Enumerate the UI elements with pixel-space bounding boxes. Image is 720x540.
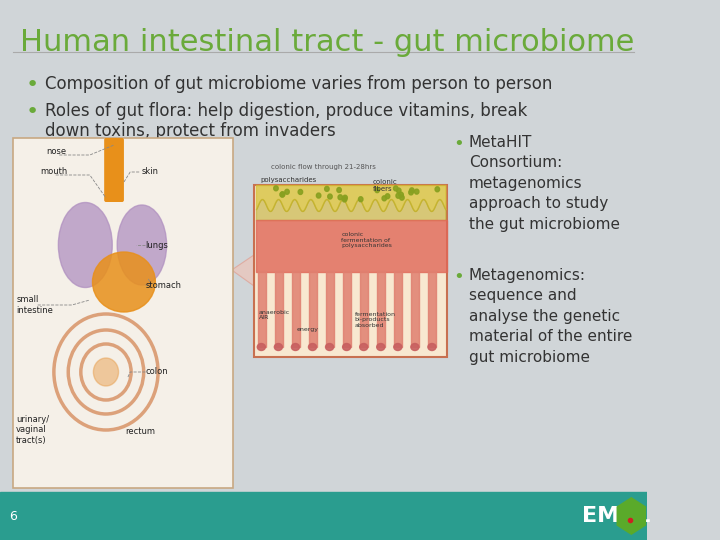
Text: fermentation
bi-products
absorbed: fermentation bi-products absorbed <box>355 312 396 328</box>
Text: colonic
fermentation of
polysaccharides: colonic fermentation of polysaccharides <box>341 232 392 248</box>
Bar <box>360 271 368 347</box>
Text: colon: colon <box>145 368 168 376</box>
Circle shape <box>280 192 285 197</box>
Circle shape <box>280 192 284 197</box>
Text: colonic flow through 21-28hrs: colonic flow through 21-28hrs <box>271 164 376 170</box>
Ellipse shape <box>411 343 419 350</box>
Text: Roles of gut flora: help digestion, produce vitamins, break: Roles of gut flora: help digestion, prod… <box>45 102 527 120</box>
Text: nose: nose <box>47 147 67 157</box>
Bar <box>395 271 402 347</box>
Text: Metagenomics:
sequence and
analyse the genetic
material of the entire
gut microb: Metagenomics: sequence and analyse the g… <box>469 268 632 364</box>
Circle shape <box>394 186 398 191</box>
Circle shape <box>396 193 400 198</box>
Bar <box>275 271 283 347</box>
Text: 6: 6 <box>9 510 17 523</box>
Bar <box>326 271 334 347</box>
Circle shape <box>316 193 321 198</box>
Text: polysaccharides: polysaccharides <box>261 177 317 183</box>
Circle shape <box>397 188 401 193</box>
Bar <box>411 271 419 347</box>
Text: •: • <box>25 75 38 95</box>
Text: Human intestinal tract - gut microbiome: Human intestinal tract - gut microbiome <box>19 28 634 57</box>
Circle shape <box>337 187 341 192</box>
Text: energy: energy <box>297 327 318 333</box>
Text: MetaHIT
Consortium:
metagenomics
approach to study
the gut microbiome: MetaHIT Consortium: metagenomics approac… <box>469 135 620 232</box>
Circle shape <box>94 358 119 386</box>
Bar <box>292 271 300 347</box>
Polygon shape <box>616 497 646 535</box>
Bar <box>254 185 447 357</box>
Bar <box>309 271 317 347</box>
Bar <box>0 492 647 540</box>
Bar <box>256 220 447 272</box>
Circle shape <box>400 195 404 200</box>
Bar <box>258 271 266 347</box>
Text: Composition of gut microbiome varies from person to person: Composition of gut microbiome varies fro… <box>45 75 552 93</box>
Text: down toxins, protect from invaders: down toxins, protect from invaders <box>45 122 336 140</box>
Circle shape <box>342 197 347 202</box>
Circle shape <box>285 190 289 194</box>
FancyBboxPatch shape <box>104 138 124 202</box>
Text: •: • <box>454 268 464 286</box>
Ellipse shape <box>394 343 402 350</box>
Text: skin: skin <box>142 167 159 177</box>
Circle shape <box>343 195 347 200</box>
Circle shape <box>359 197 363 202</box>
Circle shape <box>435 187 440 192</box>
Circle shape <box>415 189 419 194</box>
Ellipse shape <box>325 343 333 350</box>
Circle shape <box>385 194 390 199</box>
Circle shape <box>338 195 343 200</box>
Text: EMBL: EMBL <box>582 506 650 526</box>
Bar <box>343 271 351 347</box>
Text: rectum: rectum <box>126 428 156 436</box>
Circle shape <box>382 196 387 201</box>
Ellipse shape <box>377 343 384 350</box>
Text: •: • <box>25 102 38 122</box>
Text: stomach: stomach <box>145 280 181 289</box>
Polygon shape <box>232 190 350 355</box>
Circle shape <box>399 192 403 197</box>
Ellipse shape <box>58 202 112 287</box>
Text: •: • <box>454 135 464 153</box>
Circle shape <box>325 186 329 191</box>
Ellipse shape <box>257 343 266 350</box>
Circle shape <box>298 190 302 194</box>
Ellipse shape <box>343 343 351 350</box>
Text: urinary/
vaginal
tract(s): urinary/ vaginal tract(s) <box>16 415 49 445</box>
Ellipse shape <box>292 343 300 350</box>
Text: colonic
fibers: colonic fibers <box>373 179 397 192</box>
Text: lungs: lungs <box>145 240 168 249</box>
Circle shape <box>328 194 332 199</box>
Ellipse shape <box>428 343 436 350</box>
Bar <box>428 271 436 347</box>
Ellipse shape <box>360 343 368 350</box>
Circle shape <box>409 190 413 195</box>
Ellipse shape <box>308 343 317 350</box>
Circle shape <box>375 187 379 193</box>
Text: mouth: mouth <box>40 167 68 177</box>
Text: small
intestine: small intestine <box>16 295 53 315</box>
Circle shape <box>410 188 414 193</box>
Ellipse shape <box>92 252 156 312</box>
Bar <box>14 138 233 488</box>
Ellipse shape <box>117 205 166 285</box>
Ellipse shape <box>274 343 282 350</box>
Text: anaerobic
AIR: anaerobic AIR <box>258 309 290 320</box>
Circle shape <box>274 186 278 191</box>
Bar <box>377 271 385 347</box>
